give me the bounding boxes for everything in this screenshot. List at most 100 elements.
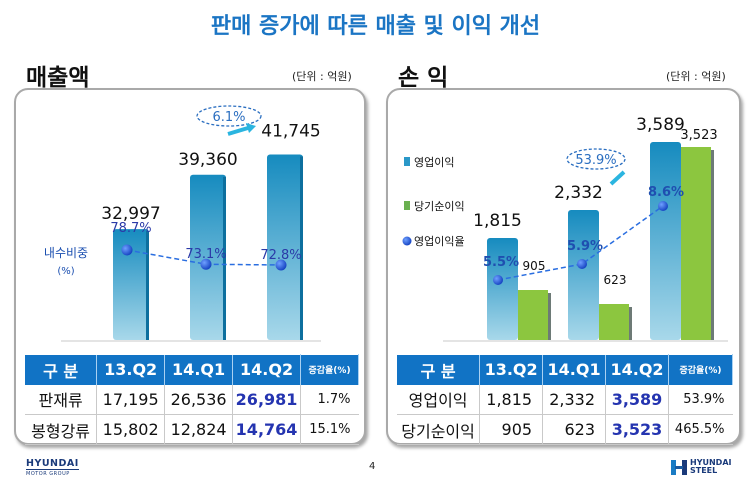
bar-sales — [113, 229, 149, 340]
table-cell: 2,332 — [542, 384, 607, 415]
profit-section-title: 손 익 — [398, 65, 449, 91]
line-value-label: 73.1% — [185, 247, 226, 262]
row-label: 판재류 — [25, 384, 98, 415]
bar-sales — [267, 154, 303, 340]
bar-value-label: 32,997 — [101, 204, 160, 224]
callout-ellipse — [566, 148, 626, 170]
table-row: 봉형강류 15,802 12,824 14,764 15.1% — [25, 414, 359, 445]
row-label: 영업이익 — [397, 384, 481, 415]
table-row: 영업이익 1,815 2,332 3,589 53.9% — [397, 384, 733, 415]
line-value-label: 72.8% — [260, 248, 301, 263]
sales-section-title: 매출액 — [26, 65, 90, 91]
bar-value-label: 2,332 — [554, 183, 603, 203]
page-title: 판매 증가에 따른 매출 및 이익 개선 — [210, 14, 541, 39]
header-cell: 구 분 — [397, 354, 481, 385]
sales-chart: 32,997 39,360 41,745 78.7% 73.1% 72.8% 내수비중 (%)… — [44, 105, 321, 342]
line-operating-margin — [497, 205, 664, 281]
line-value-label: 8.6% — [648, 185, 684, 200]
header-cell: 14.Q1 — [164, 354, 234, 385]
bar-value-label: 1,815 — [473, 211, 522, 231]
table-cell: 26,536 — [164, 384, 234, 415]
table-cell-highlight: 14,764 — [232, 414, 302, 445]
profit-table-header-row: 구 분 13.Q2 14.Q1 14.Q2 증감율(%) — [397, 354, 734, 385]
bar-sales-side — [300, 156, 303, 340]
bar-sales-side — [146, 231, 149, 340]
table-cell-change: 15.1% — [300, 414, 359, 445]
table-cell: 905 — [479, 414, 544, 445]
table-row: 판재류 17,195 26,536 26,981 1.7% — [25, 384, 359, 415]
legend-swatch-net-income — [404, 201, 410, 210]
profit-chart: 1,815 2,332 3,589 905 623 3,523 5.5% 5.9% 8.6% 영업… — [402, 115, 728, 342]
header-cell: 증감율(%) — [667, 354, 734, 385]
hyundai-motor-group-logo: HYUNDAI MOTOR GROUP — [26, 459, 79, 477]
callout-ellipse — [196, 105, 262, 127]
table-cell: 623 — [542, 414, 607, 445]
legend-label: 당기순이익 — [414, 200, 465, 213]
legend-swatch-operating-profit — [404, 157, 410, 166]
hyundai-steel-h-icon — [671, 459, 687, 475]
page-number: 4 — [369, 461, 376, 472]
logo-subtext: STEEL — [690, 466, 718, 475]
table-cell-change: 1.7% — [300, 384, 359, 415]
line-point — [493, 275, 503, 285]
legend-swatch-operating-margin — [402, 236, 412, 246]
line-point — [121, 244, 133, 256]
bar-value-label: 3,589 — [636, 115, 685, 135]
bar-value-label: 905 — [523, 259, 546, 273]
line-value-label: 5.9% — [567, 239, 603, 254]
bar-sales — [190, 174, 226, 340]
header-cell: 14.Q1 — [542, 354, 607, 385]
bar-net-income — [518, 290, 548, 340]
table-cell-change: 53.9% — [668, 384, 733, 415]
sales-table: 구 분 13.Q2 14.Q1 14.Q2 증감율(%) 판재류 17,195 … — [25, 354, 359, 445]
line-point — [200, 258, 212, 270]
line-value-label: 5.5% — [483, 255, 519, 270]
header-cell: 13.Q2 — [96, 354, 166, 385]
logo-text: HYUNDAI — [26, 458, 79, 470]
line-point — [577, 259, 587, 269]
line-value-label: 78.7% — [110, 221, 151, 236]
table-cell-highlight: 3,589 — [605, 384, 669, 415]
row-label: 봉형강류 — [25, 414, 98, 445]
bar-value-label: 623 — [604, 273, 627, 287]
bar-operating-profit — [568, 210, 599, 340]
header-cell: 14.Q2 — [232, 354, 302, 385]
legend-label: 영업이익율 — [414, 235, 465, 248]
growth-arrowhead-icon — [246, 123, 256, 133]
table-cell: 17,195 — [96, 384, 166, 415]
table-row: 당기순이익 905 623 3,523 465.5% — [397, 414, 733, 445]
bar-value-label: 39,360 — [178, 150, 237, 170]
bar-sales-side — [223, 176, 226, 340]
table-cell: 15,802 — [96, 414, 166, 445]
profit-panel: 1,815 2,332 3,589 905 623 3,523 5.5% 5.9% 8.6% 영업… — [386, 88, 741, 445]
line-point — [275, 259, 287, 271]
growth-arrow-icon — [609, 170, 626, 186]
callout-growth-label: 53.9% — [575, 153, 616, 168]
line-series-label: 내수비중 — [44, 246, 88, 260]
table-cell-change: 465.5% — [668, 414, 733, 445]
header-cell: 14.Q2 — [605, 354, 669, 385]
bar-operating-profit — [650, 142, 681, 340]
table-cell: 1,815 — [479, 384, 544, 415]
hyundai-steel-logo: HYUNDAI STEEL — [671, 459, 732, 475]
logo-text: HYUNDAI — [690, 458, 732, 467]
line-point — [658, 201, 668, 211]
bar-net-income — [681, 147, 711, 340]
header-cell: 증감율(%) — [300, 354, 359, 385]
table-cell: 12,824 — [164, 414, 234, 445]
profit-unit-label: (단위 : 억원) — [666, 70, 726, 83]
line-series-unit: (%) — [57, 266, 74, 277]
growth-arrow-icon — [227, 126, 249, 136]
header-cell: 구 분 — [25, 354, 98, 385]
header-cell: 13.Q2 — [479, 354, 544, 385]
profit-table: 구 분 13.Q2 14.Q1 14.Q2 증감율(%) 영업이익 1,815 … — [397, 354, 734, 445]
bar-net-income — [599, 304, 629, 340]
table-cell-highlight: 26,981 — [232, 384, 302, 415]
sales-table-header-row: 구 분 13.Q2 14.Q1 14.Q2 증감율(%) — [25, 354, 359, 385]
sales-unit-label: (단위 : 억원) — [292, 70, 352, 83]
callout-growth-label: 6.1% — [212, 110, 245, 125]
bar-value-label: 3,523 — [680, 128, 717, 143]
row-label: 당기순이익 — [397, 414, 481, 445]
table-cell-highlight: 3,523 — [605, 414, 669, 445]
sales-panel: 32,997 39,360 41,745 78.7% 73.1% 72.8% 내수비중 (%)… — [14, 88, 366, 445]
